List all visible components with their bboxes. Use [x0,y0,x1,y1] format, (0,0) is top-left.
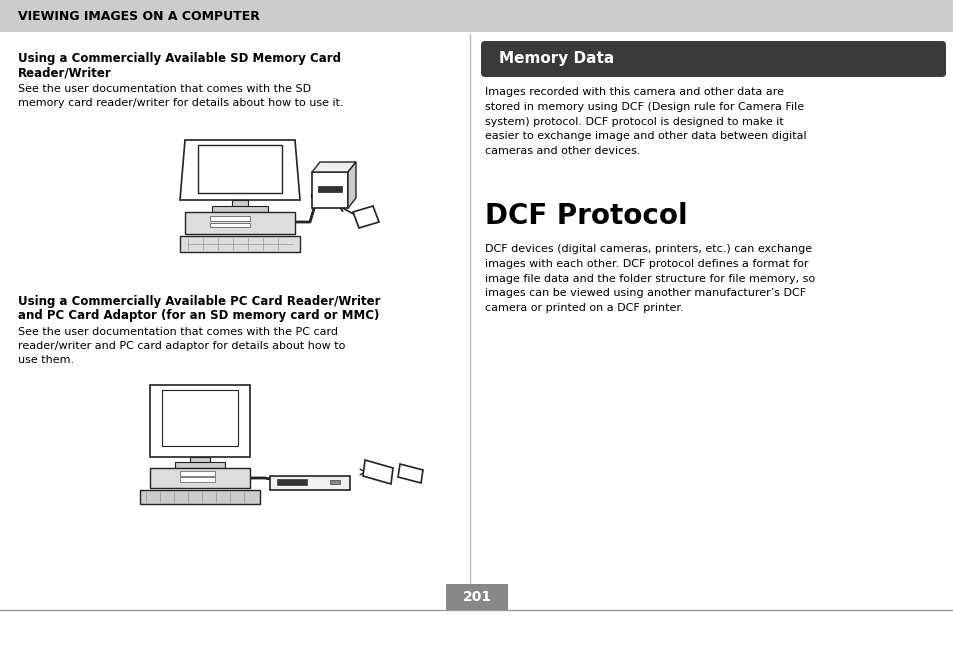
Bar [185,212,294,234]
Bar [180,471,214,476]
Text: Using a Commercially Available PC Card Reader/Writer: Using a Commercially Available PC Card R… [18,295,380,308]
Polygon shape [348,162,355,208]
Bar [190,457,210,463]
Bar [210,223,250,227]
FancyBboxPatch shape [480,41,945,77]
Polygon shape [312,162,355,172]
Bar [162,390,237,446]
Bar [212,206,268,212]
Bar [0,0,953,32]
Bar [150,385,250,457]
Bar [312,172,348,208]
Bar [276,479,307,485]
Text: Reader/Writer: Reader/Writer [18,66,112,79]
Text: Using a Commercially Available SD Memory Card: Using a Commercially Available SD Memory… [18,52,340,65]
Text: Memory Data: Memory Data [498,52,614,67]
Text: See the user documentation that comes with the SD
memory card reader/writer for : See the user documentation that comes wi… [18,84,343,108]
Bar [210,216,250,221]
Text: Images recorded with this camera and other data are
stored in memory using DCF (: Images recorded with this camera and oth… [484,87,806,156]
Text: 201: 201 [462,590,491,604]
Bar [330,480,339,484]
Bar [140,490,260,504]
Polygon shape [397,464,422,483]
Polygon shape [180,140,299,200]
Text: DCF devices (digital cameras, printers, etc.) can exchange
images with each othe: DCF devices (digital cameras, printers, … [484,244,814,313]
Text: See the user documentation that comes with the PC card
reader/writer and PC card: See the user documentation that comes wi… [18,327,345,365]
Bar [180,236,299,252]
Bar [317,186,341,192]
Polygon shape [353,206,378,228]
Text: VIEWING IMAGES ON A COMPUTER: VIEWING IMAGES ON A COMPUTER [18,10,259,23]
Polygon shape [363,460,393,484]
Bar [174,462,225,468]
Bar [446,584,507,610]
Bar [232,200,248,208]
Text: DCF Protocol: DCF Protocol [484,202,687,230]
Bar [180,477,214,482]
Bar [270,476,350,490]
Text: and PC Card Adaptor (for an SD memory card or MMC): and PC Card Adaptor (for an SD memory ca… [18,309,379,322]
Bar [150,468,250,488]
Bar [198,145,282,193]
